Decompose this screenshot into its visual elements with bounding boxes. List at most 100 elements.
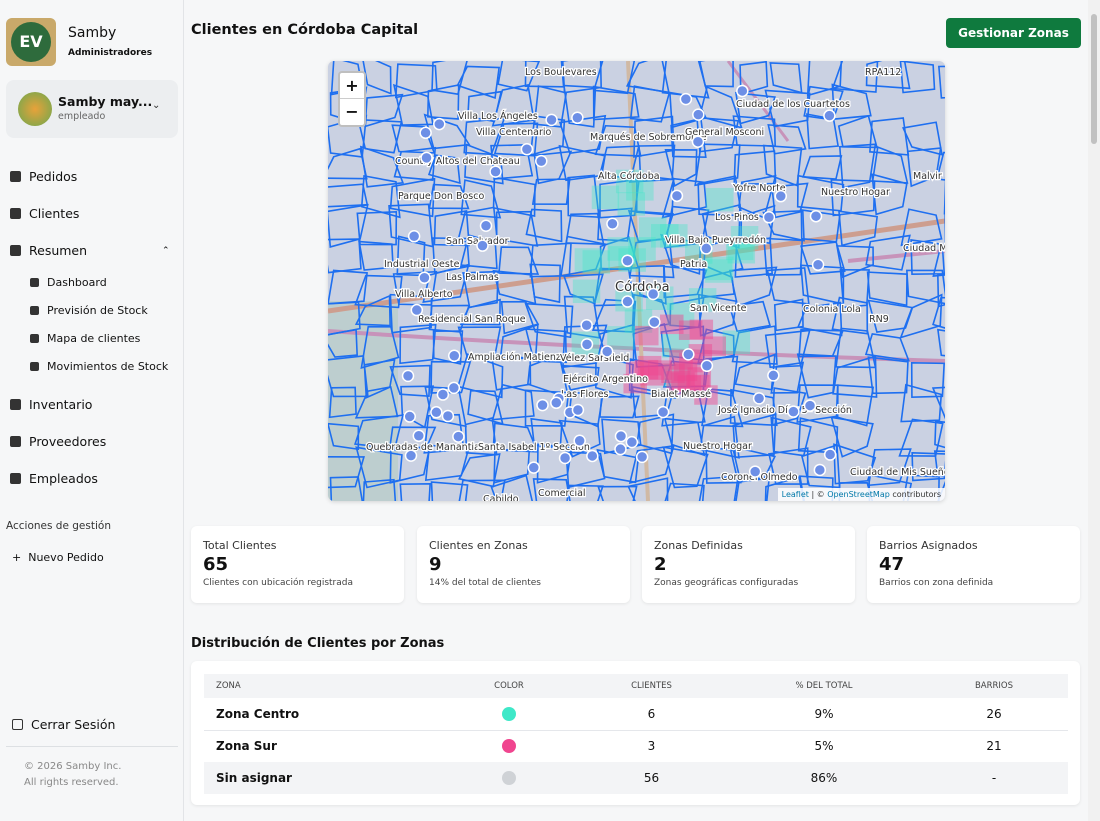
client-marker[interactable] — [433, 117, 446, 131]
client-marker[interactable] — [452, 430, 465, 443]
client-marker[interactable] — [573, 434, 586, 448]
client-marker[interactable] — [447, 381, 461, 395]
nav-item[interactable]: Previsión de Stock — [30, 304, 148, 317]
zoom-out[interactable]: − — [345, 102, 359, 121]
client-marker[interactable] — [489, 165, 502, 178]
scrollbar — [1088, 0, 1100, 821]
nav-item[interactable]: Resumen ⌃ — [10, 243, 170, 258]
client-marker[interactable] — [787, 405, 800, 418]
client-marker[interactable] — [550, 396, 563, 410]
client-marker[interactable] — [679, 92, 693, 106]
nav-item[interactable]: Inventario — [10, 397, 92, 412]
client-marker[interactable] — [404, 449, 418, 462]
client-marker[interactable] — [410, 303, 424, 317]
table-title: Distribución de Clientes por Zonas — [191, 636, 445, 651]
nav-item[interactable]: Empleados — [10, 471, 98, 486]
client-marker[interactable] — [752, 392, 766, 405]
nav-label: Resumen — [29, 243, 88, 258]
client-marker[interactable] — [614, 442, 627, 456]
client-marker[interactable] — [586, 449, 599, 463]
client-marker[interactable] — [447, 349, 461, 363]
client-marker[interactable] — [535, 154, 548, 168]
client-marker[interactable] — [571, 403, 585, 417]
nav-item[interactable]: Dashboard — [30, 276, 107, 289]
zona-centro — [591, 185, 620, 210]
barrio-outline — [871, 173, 908, 216]
client-marker[interactable] — [811, 258, 825, 272]
client-marker[interactable] — [803, 399, 817, 412]
nav-item[interactable]: Mapa de clientes — [30, 332, 140, 345]
client-marker[interactable] — [670, 189, 684, 203]
nav-item[interactable]: Movimientos de Stock — [30, 360, 168, 373]
client-marker[interactable] — [692, 108, 705, 121]
client-marker[interactable] — [401, 369, 415, 383]
new-order[interactable]: + Nuevo Pedido — [12, 551, 104, 564]
client-marker[interactable] — [600, 345, 614, 358]
nav-item[interactable]: Pedidos — [10, 169, 77, 184]
table-header — [204, 674, 1068, 698]
client-marker[interactable] — [648, 315, 661, 329]
client-marker[interactable] — [700, 242, 713, 255]
barrio-outline — [531, 178, 571, 206]
client-marker[interactable] — [536, 398, 549, 412]
barrio-outline — [493, 448, 531, 484]
zona-sur — [661, 363, 685, 384]
client-marker[interactable] — [625, 435, 639, 449]
logout[interactable]: Cerrar Sesión — [12, 717, 115, 732]
client-marker[interactable] — [813, 463, 827, 477]
client-marker[interactable] — [441, 409, 455, 423]
osm-link[interactable]: OpenStreetMap — [827, 490, 890, 499]
client-marker[interactable] — [691, 135, 705, 148]
barrio-outline — [661, 61, 710, 99]
client-marker[interactable] — [767, 369, 780, 382]
barrio-outline — [558, 419, 601, 458]
manage-zones-button[interactable]: Gestionar Zonas — [946, 18, 1081, 48]
client-marker[interactable] — [606, 217, 619, 231]
client-marker[interactable] — [419, 126, 432, 140]
road — [726, 61, 790, 142]
client-marker[interactable] — [558, 451, 572, 465]
client-marker[interactable] — [571, 111, 584, 125]
client-marker[interactable] — [430, 406, 443, 419]
map-label: Quebradas de Manantiales — [366, 442, 493, 453]
client-marker[interactable] — [614, 429, 628, 443]
client-marker[interactable] — [520, 142, 534, 156]
client-marker[interactable] — [823, 448, 837, 461]
client-marker[interactable] — [407, 230, 421, 243]
client-marker[interactable] — [736, 84, 749, 98]
client-marker[interactable] — [479, 219, 493, 232]
client-marker[interactable] — [656, 405, 670, 419]
client-marker[interactable] — [476, 239, 489, 252]
client-marker[interactable] — [621, 254, 634, 268]
client-marker[interactable] — [418, 271, 431, 285]
leaflet-link[interactable]: Leaflet — [781, 490, 809, 499]
client-marker[interactable] — [621, 295, 634, 308]
zona-centro — [572, 279, 601, 304]
client-marker[interactable] — [748, 465, 762, 478]
client-marker[interactable] — [682, 348, 695, 361]
client-marker[interactable] — [646, 287, 660, 301]
client-marker[interactable] — [412, 429, 426, 443]
client-marker[interactable] — [436, 388, 450, 401]
nav-item[interactable]: Clientes — [10, 206, 79, 221]
client-marker[interactable] — [545, 113, 558, 127]
client-marker[interactable] — [580, 338, 594, 351]
client-marker[interactable] — [420, 151, 433, 165]
zoom-in[interactable]: + — [340, 73, 364, 99]
zona-sur — [678, 320, 703, 340]
client-marker[interactable] — [774, 189, 788, 203]
client-marker[interactable] — [700, 359, 714, 373]
chevron: ⌄ — [152, 100, 161, 111]
user-card[interactable]: Samby may... empleado ⌄ — [6, 80, 178, 138]
client-marker[interactable] — [635, 450, 649, 464]
client-marker[interactable] — [809, 209, 823, 223]
nav-item[interactable]: Proveedores — [10, 434, 106, 449]
stat-value: 47 — [879, 554, 905, 575]
client-marker[interactable] — [580, 318, 593, 332]
client-marker[interactable] — [762, 211, 776, 224]
stat-value: 9 — [429, 554, 442, 575]
client-marker[interactable] — [527, 461, 541, 474]
client-marker[interactable] — [403, 410, 416, 423]
map[interactable]: Los Boulevares Villa Los Ángeles Villa Cen… — [328, 61, 945, 501]
client-marker[interactable] — [823, 109, 836, 122]
